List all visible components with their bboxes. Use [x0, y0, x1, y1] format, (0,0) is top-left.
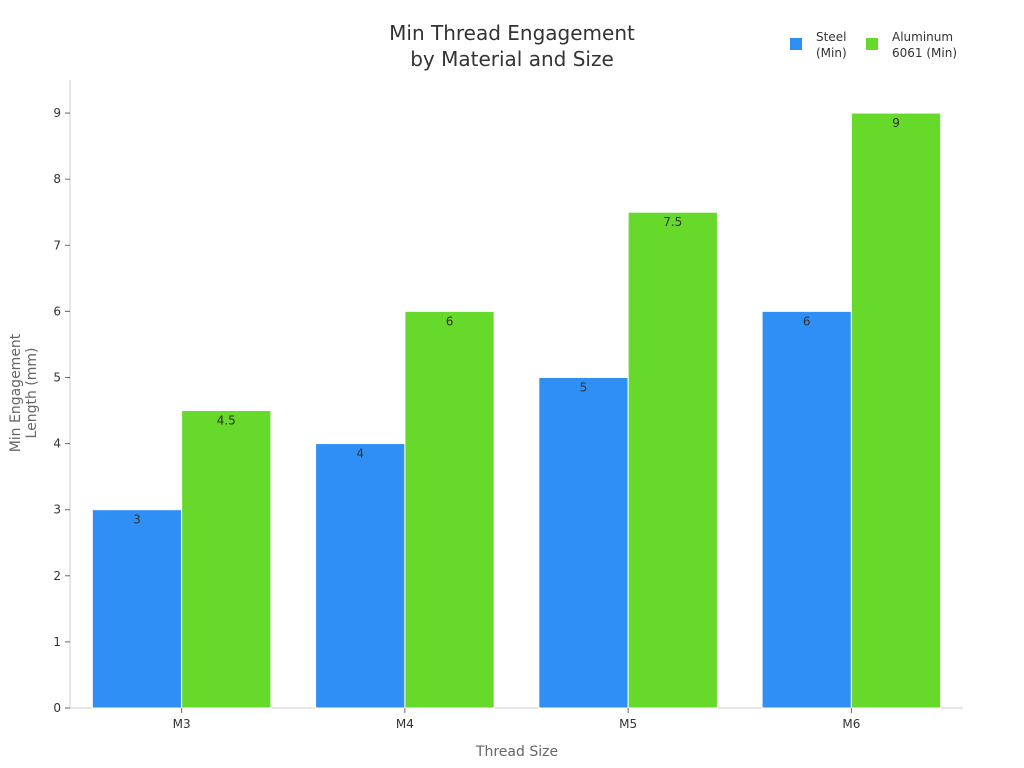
legend-label-aluminum-line-1: Aluminum — [892, 30, 953, 44]
y-tick-label: 1 — [53, 635, 61, 649]
legend-item-aluminum[interactable]: Aluminum 6061 (Min) — [866, 30, 957, 60]
bar — [627, 211, 718, 709]
data-label: 7.5 — [663, 215, 682, 229]
legend-label-steel-line-2: (Min) — [816, 46, 847, 60]
bar — [91, 509, 183, 709]
bar — [315, 443, 406, 709]
bar — [404, 310, 495, 709]
data-label: 4.5 — [217, 414, 236, 428]
x-tick-label: M5 — [619, 717, 637, 731]
x-tick-label: M6 — [842, 717, 860, 731]
y-axis-label: Min Engagement Length (mm) — [8, 333, 40, 452]
chart-title: Min Thread Engagement by Material and Si… — [389, 21, 635, 71]
x-axis-label: Thread Size — [475, 744, 558, 760]
data-label: 6 — [803, 314, 811, 328]
y-tick-label: 0 — [53, 701, 61, 715]
y-tick-label: 7 — [53, 238, 61, 252]
bar — [181, 410, 272, 709]
legend-swatch-steel — [790, 38, 802, 50]
legend-swatch-aluminum — [866, 38, 878, 50]
y-tick-label: 5 — [53, 370, 61, 384]
chart-title-line-2: by Material and Size — [410, 47, 614, 71]
legend-label-steel-line-1: Steel — [816, 30, 846, 44]
y-tick-label: 6 — [53, 304, 61, 318]
data-label: 6 — [446, 314, 454, 328]
x-tick-label: M4 — [396, 717, 414, 731]
bar — [850, 112, 942, 709]
data-label: 3 — [133, 513, 141, 527]
legend-item-steel[interactable]: Steel (Min) — [790, 30, 847, 60]
plot-area: 0 1 2 3 4 5 6 7 8 9 3 4.5 M3 4 6 M4 5 7.5 M5 6 9 M6 — [53, 80, 963, 731]
y-tick-label: 4 — [53, 437, 61, 451]
y-axis-label-line-2: Length (mm) — [24, 348, 40, 439]
bar — [761, 310, 852, 709]
y-tick-label: 2 — [53, 569, 61, 583]
x-tick-label: M3 — [173, 717, 191, 731]
y-tick-label: 3 — [53, 503, 61, 517]
y-tick-label: 9 — [53, 106, 61, 120]
data-label: 9 — [892, 116, 900, 130]
y-tick-label: 8 — [53, 172, 61, 186]
bar — [538, 376, 629, 709]
y-axis-label-line-1: Min Engagement — [8, 333, 24, 452]
chart-title-line-1: Min Thread Engagement — [389, 21, 635, 45]
legend-label-aluminum-line-2: 6061 (Min) — [892, 46, 957, 60]
legend: Steel (Min) Aluminum 6061 (Min) — [790, 30, 957, 60]
data-label: 5 — [580, 380, 588, 394]
data-label: 4 — [356, 447, 364, 461]
